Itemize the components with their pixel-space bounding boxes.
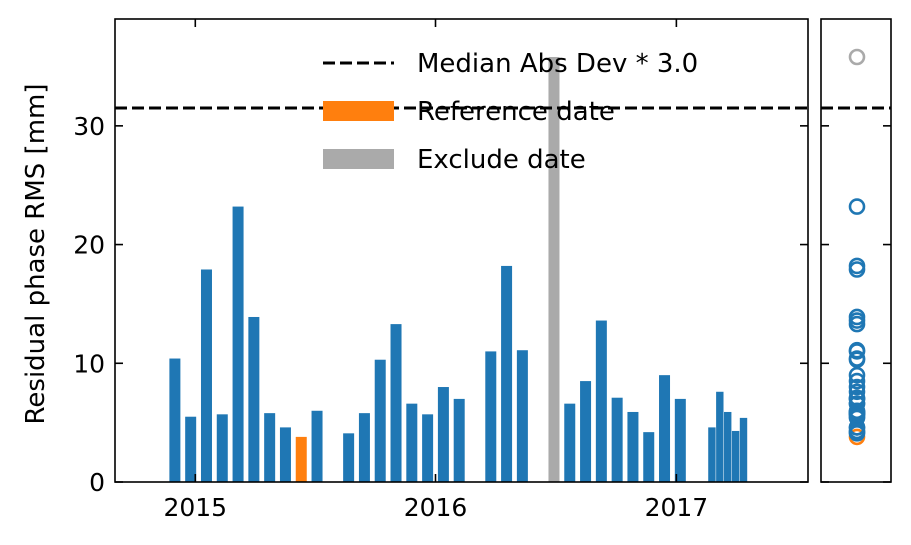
y-tick-label-10: 10 [73, 349, 105, 378]
bar-2015-10-09 [374, 359, 386, 482]
point-2016-12-14 [848, 366, 866, 384]
bar-2015-09-15 [358, 413, 370, 482]
bar-2016-10-03 [611, 397, 623, 482]
y-axis-title: Residual phase RMS [mm] [21, 84, 51, 425]
bar-2017-03-20 [724, 411, 732, 482]
side-frame [820, 18, 892, 483]
bar-2015-11-26 [406, 403, 418, 482]
bar-2015-07-05 [311, 410, 323, 482]
bar-2016-12-14 [659, 375, 671, 482]
bar-2017-03-08 [716, 391, 724, 482]
bar-series [169, 56, 748, 483]
legend-label-exclude: Exclude date [417, 145, 586, 175]
y-tick-label-0: 0 [89, 468, 105, 497]
bar-2016-11-20 [643, 432, 655, 482]
bar-2015-02-11 [216, 414, 228, 482]
bar-2015-03-07 [232, 206, 244, 482]
bar-2016-09-09 [595, 320, 607, 482]
bar-2015-06-11 [295, 436, 307, 482]
legend-label-reference: Reference date [417, 97, 615, 127]
x-tick-label-2016: 2016 [404, 493, 468, 522]
legend-swatch-exclude [323, 149, 394, 169]
bar-2015-04-24 [264, 413, 276, 482]
point-2015-10-09 [848, 351, 866, 369]
point-2016-01-13 [848, 378, 866, 396]
bar-2017-04-01 [731, 430, 740, 482]
legend-item-threshold: Median Abs Dev * 3.0 [323, 49, 698, 79]
bar-2015-08-22 [343, 433, 355, 482]
legend-label-threshold: Median Abs Dev * 3.0 [417, 49, 698, 79]
bar-2015-12-20 [422, 414, 434, 482]
point-2017-03-08 [848, 383, 866, 401]
point-2015-03-07 [848, 198, 866, 215]
plot-frame [114, 18, 809, 483]
bar-2016-08-16 [580, 381, 592, 482]
y-tick-label-30: 30 [73, 112, 105, 141]
point-2016-05-12 [848, 341, 866, 359]
bar-2016-05-12 [516, 350, 528, 482]
point-2016-06-29 [848, 48, 866, 66]
bar-2017-01-07 [674, 398, 686, 482]
legend-item-exclude: Exclude date [323, 145, 586, 175]
distribution-panel [820, 18, 892, 483]
y-axis-title-group: Residual phase RMS [mm] [21, 84, 51, 425]
legend-swatch-reference [323, 101, 394, 121]
bar-2016-06-29 [548, 56, 560, 483]
y-tick-label-20: 20 [73, 231, 105, 260]
bar-2014-12-01 [169, 358, 181, 482]
point-2016-04-18 [848, 257, 866, 275]
legend: Median Abs Dev * 3.0 Reference date Exclud… [323, 49, 698, 175]
bar-2016-10-27 [627, 411, 639, 482]
bar-2016-02-06 [453, 398, 465, 482]
bar-2016-07-23 [564, 403, 576, 482]
bar-2016-03-25 [485, 351, 497, 482]
bar-2016-04-18 [501, 265, 513, 482]
x-tick-label-2017: 2017 [645, 493, 709, 522]
bar-2014-12-25 [185, 416, 197, 482]
bar-2015-01-18 [200, 269, 212, 482]
bar-2015-11-02 [390, 324, 402, 482]
point-2017-04-13 [848, 409, 866, 427]
bar-2015-03-31 [248, 316, 260, 482]
point-2016-08-16 [848, 372, 866, 390]
bar-2017-02-24 [708, 427, 716, 482]
bar-2015-05-18 [279, 427, 291, 482]
point-2016-09-09 [848, 312, 866, 329]
x-tick-label-2015: 2015 [163, 493, 227, 522]
legend-item-reference: Reference date [323, 97, 615, 127]
bar-2017-04-13 [739, 417, 748, 482]
main-axes: 0 10 20 30 2015 2016 2017 [73, 18, 809, 522]
bar-2016-01-13 [437, 387, 449, 482]
point-2017-03-20 [848, 403, 866, 421]
